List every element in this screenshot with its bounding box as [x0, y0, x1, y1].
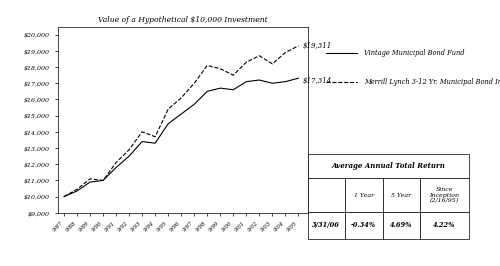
Text: Since
Inception
(2/16/95): Since Inception (2/16/95) [430, 187, 460, 203]
Text: Merrill Lynch 3-12 Yr. Municipal Bond Index: Merrill Lynch 3-12 Yr. Municipal Bond In… [364, 78, 500, 86]
Bar [308, 154, 469, 178]
Text: 5 Year: 5 Year [391, 193, 411, 198]
Text: $17,314: $17,314 [302, 77, 332, 85]
Text: 4.22%: 4.22% [433, 221, 456, 229]
Bar [345, 178, 383, 212]
Bar [345, 212, 383, 239]
Bar [420, 178, 469, 212]
Text: Vintage Municipal Bond Fund: Vintage Municipal Bond Fund [364, 49, 464, 57]
Text: Average Annual Total Return: Average Annual Total Return [331, 162, 445, 170]
Text: 1 Year: 1 Year [354, 193, 374, 198]
Title: Value of a Hypothetical $10,000 Investment: Value of a Hypothetical $10,000 Investme… [98, 16, 268, 24]
Text: 4.69%: 4.69% [390, 221, 412, 229]
Bar [382, 178, 420, 212]
Bar [308, 212, 345, 239]
Bar [382, 212, 420, 239]
Bar [420, 212, 469, 239]
Text: 3/31/06: 3/31/06 [312, 221, 340, 229]
Text: $19,311: $19,311 [302, 42, 332, 50]
Bar [308, 178, 345, 212]
Text: -0.34%: -0.34% [351, 221, 376, 229]
